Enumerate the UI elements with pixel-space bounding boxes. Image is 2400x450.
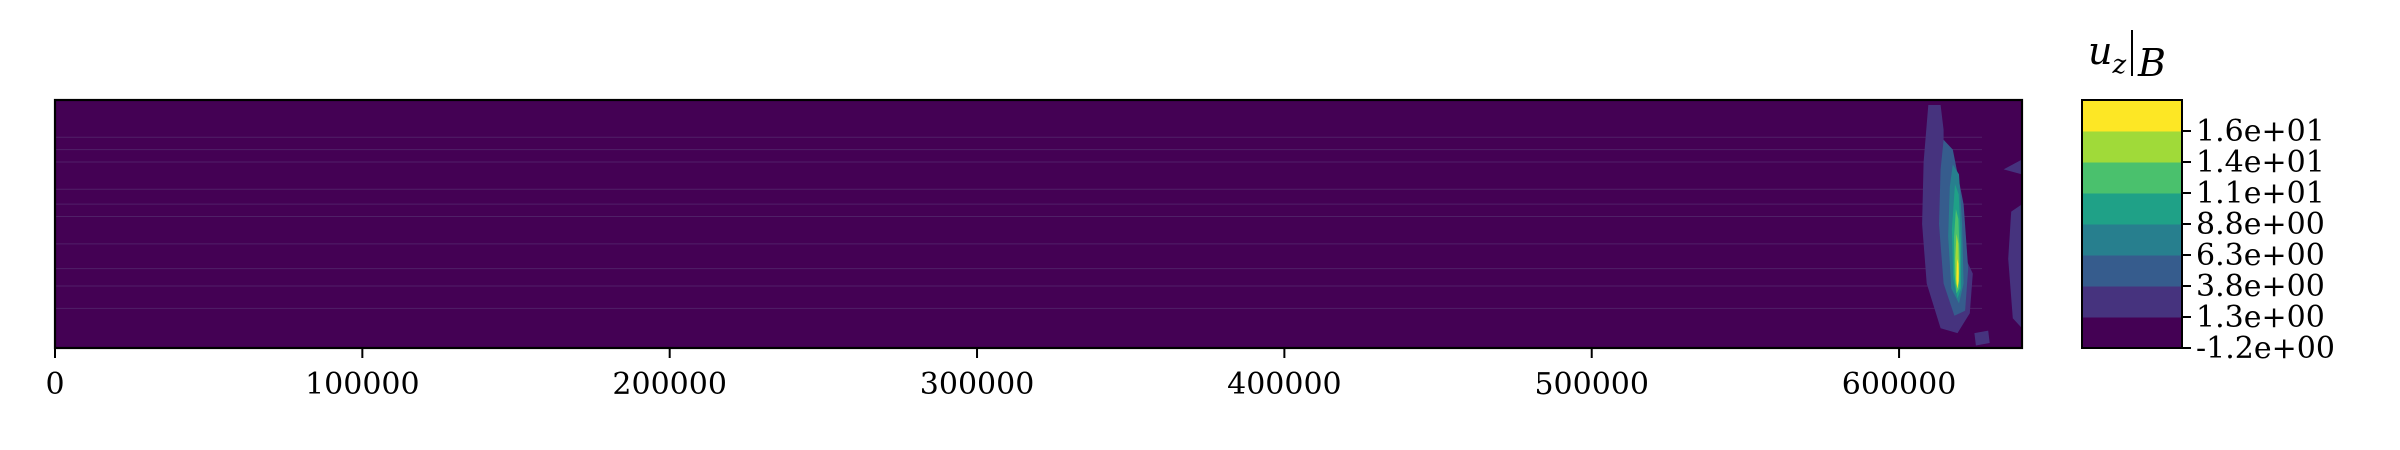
colorbar-band xyxy=(2082,286,2182,318)
colorbar-tick-label: 6.3e+00 xyxy=(2196,238,2325,273)
contour-edge-feature xyxy=(2003,159,2022,175)
x-axis: 0 100000 200000 300000 400000 500000 600000 xyxy=(45,348,1956,402)
contour-band-7 xyxy=(1956,258,1959,289)
colorbar-title-base: u xyxy=(2088,29,2112,73)
colorbar-title-bar-sub: B xyxy=(2137,41,2166,85)
colorbar-tick-label: 1.4e+01 xyxy=(2196,145,2325,180)
x-tick-label: 400000 xyxy=(1227,367,1342,402)
colorbar-band xyxy=(2082,224,2182,256)
colorbar-band xyxy=(2082,100,2182,132)
x-tick-label: 0 xyxy=(45,367,64,402)
colorbar-tick-label: 1.3e+00 xyxy=(2196,300,2325,335)
contour-edge-feature xyxy=(2008,204,2022,329)
plot-frame xyxy=(53,98,2024,350)
colorbar-band xyxy=(2082,193,2182,225)
x-tick-label: 600000 xyxy=(1842,367,1957,402)
colorbar-tick-label: -1.2e+00 xyxy=(2196,331,2335,366)
x-tick-label: 500000 xyxy=(1534,367,1649,402)
colorbar-title-sub: z xyxy=(2111,50,2126,80)
colorbar-band xyxy=(2082,317,2182,349)
x-tick-label: 200000 xyxy=(612,367,727,402)
colorbar-tick-label: 8.8e+00 xyxy=(2196,207,2325,242)
colorbar-tick-label: 1.1e+01 xyxy=(2196,176,2325,211)
colorbar: -1.2e+001.3e+003.8e+006.3e+008.8e+001.1e… xyxy=(2081,99,2335,366)
colorbar-tick-label: 1.6e+01 xyxy=(2196,114,2325,149)
colorbar-band xyxy=(2082,131,2182,163)
colorbar-title: uz xyxy=(2088,29,2126,80)
contour-edge-feature xyxy=(1974,330,1990,346)
colorbar-band xyxy=(2082,255,2182,287)
colorbar-band xyxy=(2082,162,2182,194)
colorbar-tick-label: 3.8e+00 xyxy=(2196,269,2325,304)
x-tick-label: 300000 xyxy=(920,367,1035,402)
plot-area xyxy=(53,98,2024,350)
x-tick-label: 100000 xyxy=(305,367,420,402)
contour-background xyxy=(55,100,2022,348)
